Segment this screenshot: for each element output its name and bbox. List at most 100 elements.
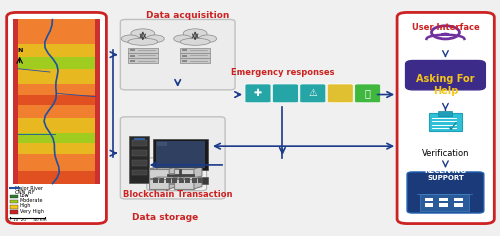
Bar — [442, 33, 450, 35]
FancyBboxPatch shape — [245, 84, 271, 103]
Bar — [172, 179, 177, 181]
FancyBboxPatch shape — [354, 84, 380, 103]
Bar — [420, 194, 470, 211]
Bar — [185, 178, 190, 179]
Text: ⚠: ⚠ — [308, 88, 317, 98]
Text: Major River: Major River — [14, 185, 42, 190]
Bar — [166, 178, 170, 179]
Bar — [180, 48, 210, 53]
Bar — [130, 60, 135, 62]
Text: CNN_RF: CNN_RF — [14, 189, 36, 195]
Bar — [182, 60, 187, 62]
Polygon shape — [150, 177, 177, 179]
Bar — [18, 118, 96, 133]
FancyBboxPatch shape — [272, 84, 298, 103]
Bar — [172, 181, 177, 183]
FancyBboxPatch shape — [120, 19, 235, 90]
FancyBboxPatch shape — [328, 84, 353, 103]
Bar — [132, 170, 147, 176]
Bar — [198, 178, 203, 179]
Bar — [160, 179, 164, 181]
Text: ✓: ✓ — [447, 119, 460, 134]
Bar — [424, 203, 434, 207]
Polygon shape — [150, 167, 177, 169]
Bar — [153, 139, 208, 170]
Bar — [10, 195, 18, 198]
Bar — [178, 179, 184, 181]
Bar — [174, 179, 194, 189]
Bar — [180, 58, 210, 63]
Bar — [182, 50, 187, 51]
Bar — [18, 143, 96, 154]
Polygon shape — [194, 167, 202, 178]
Text: N: N — [17, 47, 22, 53]
Text: Moderate: Moderate — [20, 198, 43, 203]
Bar — [132, 160, 147, 166]
Text: Low: Low — [20, 193, 30, 198]
Bar — [166, 179, 170, 181]
Bar — [192, 178, 196, 179]
Text: ⬛: ⬛ — [282, 88, 288, 98]
Bar — [132, 150, 147, 156]
Ellipse shape — [128, 38, 158, 45]
Bar — [18, 95, 96, 105]
Bar — [172, 178, 177, 179]
Bar — [18, 19, 96, 44]
Bar — [198, 179, 203, 181]
Bar — [438, 111, 452, 116]
Ellipse shape — [174, 35, 192, 42]
FancyBboxPatch shape — [407, 172, 484, 213]
FancyBboxPatch shape — [6, 13, 106, 223]
Bar — [440, 203, 448, 207]
Text: Asking For
Help: Asking For Help — [416, 74, 474, 96]
Bar — [440, 198, 448, 201]
Bar — [128, 53, 158, 58]
Text: High: High — [20, 203, 31, 208]
Bar — [157, 142, 166, 146]
Polygon shape — [169, 167, 177, 178]
Bar — [18, 105, 96, 118]
Text: RECEIVING
SUPPORT: RECEIVING SUPPORT — [424, 168, 467, 181]
Bar — [192, 181, 196, 183]
Bar — [424, 198, 434, 201]
Text: Very High: Very High — [20, 209, 44, 214]
Bar — [198, 181, 203, 183]
Bar — [128, 48, 158, 53]
Bar — [18, 44, 96, 57]
Bar — [185, 179, 190, 181]
Bar — [454, 203, 464, 207]
Polygon shape — [169, 177, 177, 189]
Text: User Interface: User Interface — [412, 23, 480, 32]
Ellipse shape — [131, 29, 155, 38]
FancyBboxPatch shape — [300, 84, 326, 103]
Bar — [182, 55, 187, 57]
Bar — [428, 113, 462, 131]
Ellipse shape — [198, 35, 216, 42]
Bar — [18, 154, 96, 171]
Bar — [160, 178, 164, 179]
Text: Blockchain Transaction: Blockchain Transaction — [124, 190, 233, 199]
Bar — [128, 58, 158, 63]
FancyBboxPatch shape — [406, 60, 485, 90]
Ellipse shape — [183, 29, 207, 38]
Bar — [160, 181, 164, 183]
Bar — [18, 171, 96, 184]
Bar — [132, 140, 147, 146]
Text: Emergency responses: Emergency responses — [230, 68, 334, 77]
FancyBboxPatch shape — [397, 13, 494, 223]
FancyBboxPatch shape — [147, 158, 206, 191]
Bar — [13, 19, 101, 184]
Text: Data acquisition: Data acquisition — [146, 11, 230, 21]
Bar — [10, 200, 18, 203]
Bar — [185, 181, 190, 183]
Bar — [150, 179, 169, 189]
Bar — [10, 205, 18, 209]
Bar — [18, 57, 96, 69]
Polygon shape — [174, 167, 202, 169]
Text: ✚: ✚ — [254, 88, 262, 98]
Ellipse shape — [180, 38, 210, 45]
Bar — [153, 181, 158, 183]
Bar — [130, 55, 135, 57]
Ellipse shape — [122, 35, 140, 42]
Bar — [153, 178, 158, 179]
